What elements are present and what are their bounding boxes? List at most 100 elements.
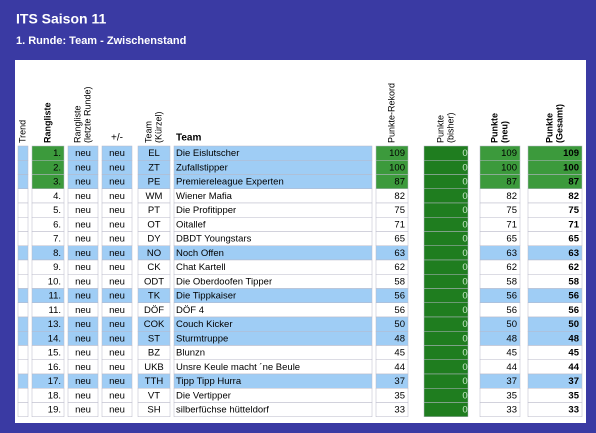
cell-text: neu bbox=[75, 219, 91, 230]
cell-text: TTH bbox=[145, 376, 164, 387]
column-header: +/- bbox=[111, 133, 123, 144]
cell-text: neu bbox=[75, 333, 91, 344]
column-header: Punkte bbox=[435, 115, 445, 143]
cell bbox=[423, 402, 469, 417]
cell-text: 56 bbox=[506, 291, 517, 302]
cell-text: 35 bbox=[394, 390, 405, 401]
cell-text: 37 bbox=[568, 376, 579, 387]
cell-text: 75 bbox=[394, 205, 405, 216]
cell-text: 58 bbox=[568, 276, 579, 287]
cell-text: 0 bbox=[462, 319, 467, 330]
cell-text: 0 bbox=[462, 390, 467, 401]
cell bbox=[67, 402, 99, 417]
cell-text: neu bbox=[75, 348, 91, 359]
cell bbox=[17, 388, 29, 403]
cell-text: neu bbox=[109, 376, 125, 387]
cell-text: EL bbox=[148, 148, 160, 159]
cell-text: 62 bbox=[394, 262, 405, 273]
cell-text: 17. bbox=[48, 376, 61, 387]
cell-text: Die Vertipper bbox=[176, 390, 231, 401]
cell bbox=[17, 274, 29, 289]
cell-text: UKB bbox=[144, 362, 164, 373]
cell-text: 2. bbox=[53, 162, 61, 173]
cell-text: Blunzn bbox=[176, 348, 205, 359]
cell-text: 0 bbox=[462, 348, 467, 359]
column-header: (Gesamt) bbox=[554, 104, 564, 143]
cell-text: neu bbox=[109, 319, 125, 330]
cell-text: 3. bbox=[53, 177, 61, 188]
cell-text: 37 bbox=[506, 376, 517, 387]
cell-text: CK bbox=[147, 262, 161, 273]
cell-text: 33 bbox=[568, 405, 579, 416]
cell-text: 0 bbox=[462, 333, 467, 344]
cell-text: 35 bbox=[506, 390, 517, 401]
cell-text: 16. bbox=[48, 362, 61, 373]
cell bbox=[17, 288, 29, 303]
cell bbox=[17, 245, 29, 261]
column-header: (neu) bbox=[499, 121, 509, 143]
cell-text: Premiereleague Experten bbox=[176, 177, 284, 188]
cell-text: neu bbox=[75, 305, 91, 316]
cell-text: 87 bbox=[394, 177, 405, 188]
cell-text: 87 bbox=[506, 177, 517, 188]
cell-text: neu bbox=[75, 248, 91, 259]
cell-text: 0 bbox=[462, 148, 467, 159]
cell-text: neu bbox=[109, 262, 125, 273]
cell-text: 44 bbox=[506, 362, 517, 373]
column-header: (letzte Runde) bbox=[82, 86, 92, 143]
cell-text: 18. bbox=[48, 390, 61, 401]
cell-text: 45 bbox=[506, 348, 517, 359]
cell-text: Zufallstipper bbox=[176, 162, 228, 173]
cell-text: 75 bbox=[506, 205, 517, 216]
cell bbox=[17, 231, 29, 246]
cell-text: 63 bbox=[506, 248, 517, 259]
cell-text: 109 bbox=[563, 148, 579, 159]
cell-text: TK bbox=[148, 291, 161, 302]
cell-text: silberfüchse hütteldorf bbox=[176, 405, 269, 416]
cell-text: neu bbox=[75, 262, 91, 273]
cell-text: DÖF bbox=[144, 305, 164, 316]
cell-text: 71 bbox=[394, 219, 405, 230]
cell-text: 109 bbox=[501, 148, 517, 159]
cell bbox=[17, 316, 29, 332]
cell-text: 11. bbox=[48, 291, 61, 302]
cell-text: 1. bbox=[53, 148, 61, 159]
cell bbox=[137, 402, 171, 417]
cell bbox=[173, 402, 373, 417]
cell-text: 19. bbox=[48, 405, 61, 416]
cell-text: 56 bbox=[394, 291, 405, 302]
column-header: Punkte-Rekord bbox=[386, 83, 396, 143]
cell-text: neu bbox=[109, 219, 125, 230]
column-header: Trend bbox=[17, 120, 27, 143]
cell bbox=[17, 174, 29, 189]
cell-text: 0 bbox=[462, 405, 467, 416]
cell bbox=[375, 402, 409, 417]
cell-text: 15. bbox=[48, 348, 61, 359]
cell-text: 65 bbox=[394, 234, 405, 245]
cell-text: 48 bbox=[394, 333, 405, 344]
column-header: Rangliste bbox=[42, 102, 52, 143]
cell bbox=[479, 402, 521, 417]
cell-text: SH bbox=[147, 405, 160, 416]
cell-text: 4. bbox=[53, 191, 61, 202]
cell-text: 50 bbox=[568, 319, 579, 330]
cell-text: neu bbox=[109, 333, 125, 344]
cell-text: 56 bbox=[568, 291, 579, 302]
cell-text: neu bbox=[109, 362, 125, 373]
cell-text: Sturmtruppe bbox=[176, 333, 228, 344]
column-header: (bisher) bbox=[445, 112, 455, 143]
cell-text: DÖF 4 bbox=[176, 305, 204, 316]
cell-text: 0 bbox=[462, 162, 467, 173]
cell-text: 7. bbox=[53, 234, 61, 245]
cell bbox=[17, 373, 29, 389]
cell bbox=[17, 188, 29, 204]
cell-text: 109 bbox=[389, 148, 405, 159]
cell-text: 33 bbox=[394, 405, 405, 416]
cell-text: 45 bbox=[394, 348, 405, 359]
cell-text: NO bbox=[147, 248, 161, 259]
cell-text: 82 bbox=[568, 191, 579, 202]
cell-text: neu bbox=[109, 248, 125, 259]
cell-text: 71 bbox=[506, 219, 517, 230]
cell-text: 0 bbox=[462, 234, 467, 245]
